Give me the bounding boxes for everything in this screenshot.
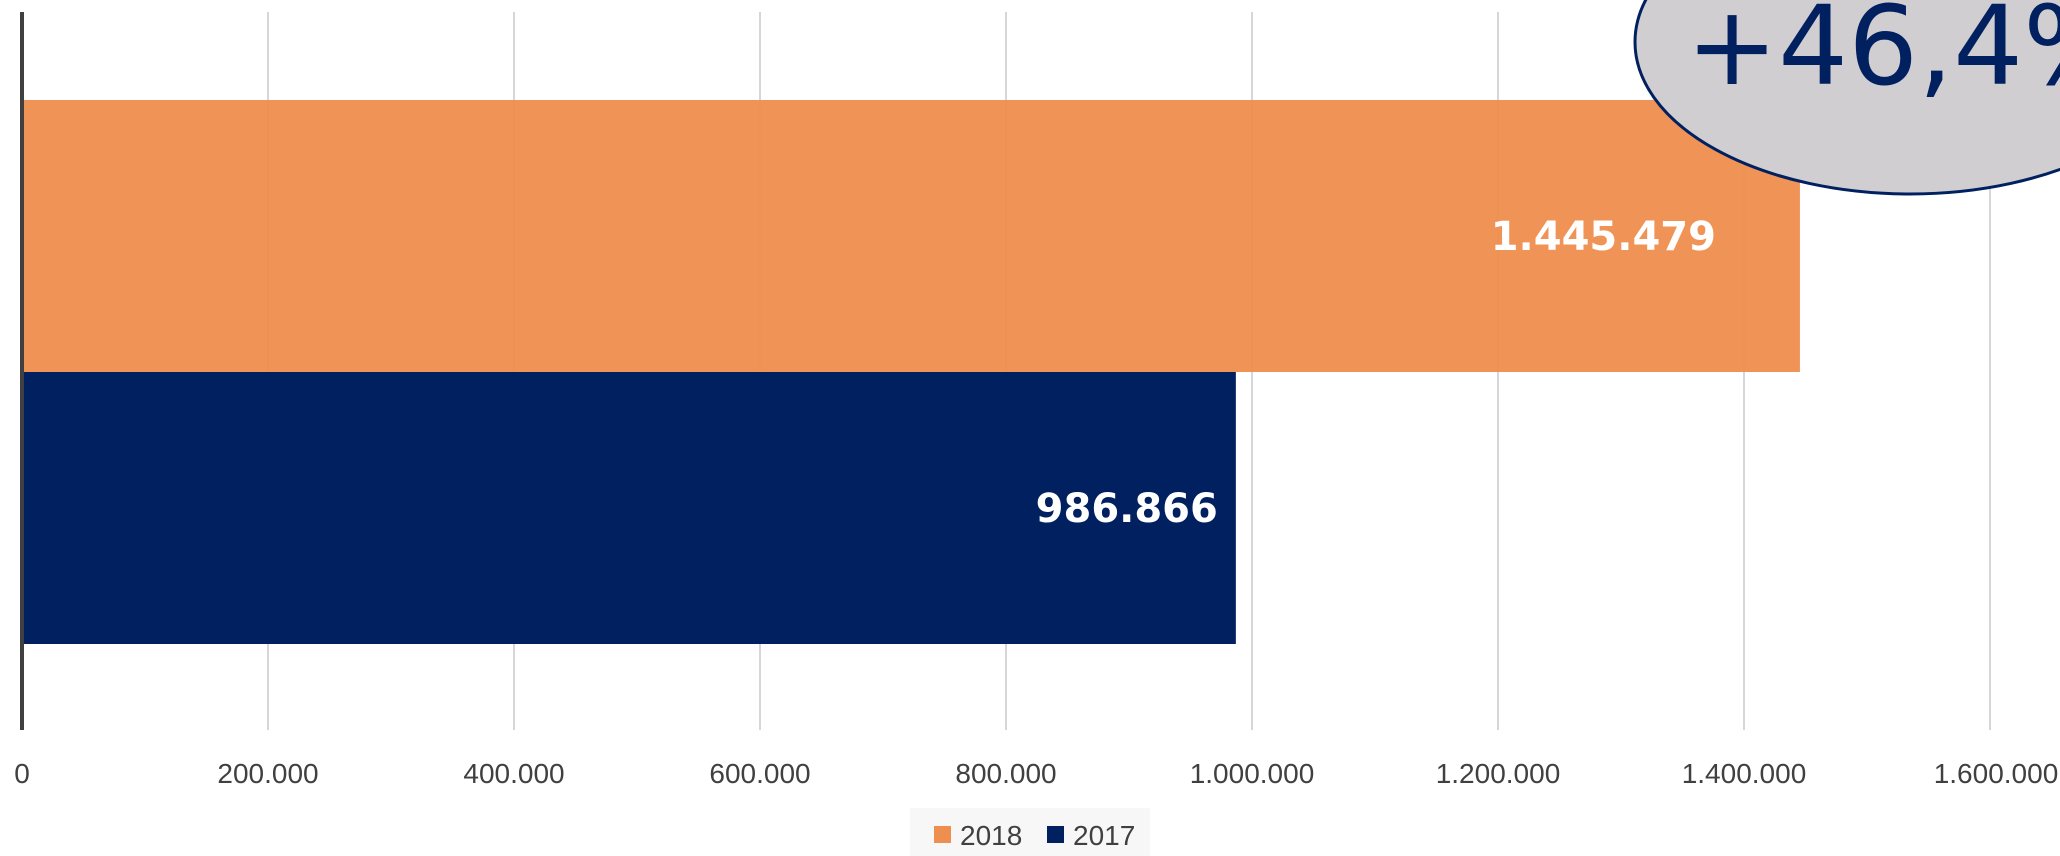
x-axis-tick-labels: 0 200.000 400.000 600.000 800.000 1.000.000 1.… [14,758,2058,789]
legend: 2018 2017 [910,808,1150,856]
x-tick-label: 0 [14,758,30,789]
x-tick-label: 1.200.000 [1436,758,1561,789]
x-tick-label: 1.400.000 [1682,758,1807,789]
legend-swatch-2018 [934,826,951,843]
callout-ellipse [1633,0,2060,196]
data-labels: 1.445.479 986.866 [1036,214,1716,532]
bar-2018 [22,100,1800,372]
x-tick-label: 600.000 [709,758,810,789]
data-label-2018: 1.445.479 [1491,214,1716,260]
x-tick-label: 1.600.000 [1934,758,2059,789]
bar-2017 [22,372,1236,644]
growth-callout: +46,4% [1633,0,2060,196]
legend-label-2017: 2017 [1073,820,1135,851]
data-label-2017: 986.866 [1036,486,1218,532]
callout-text: +46,4% [1686,0,2060,110]
x-tick-label: 800.000 [955,758,1056,789]
x-tick-label: 400.000 [463,758,564,789]
x-tick-label: 1.000.000 [1190,758,1315,789]
legend-swatch-2017 [1047,826,1064,843]
x-tick-label: 200.000 [217,758,318,789]
legend-label-2018: 2018 [960,820,1022,851]
bars [22,100,1800,644]
